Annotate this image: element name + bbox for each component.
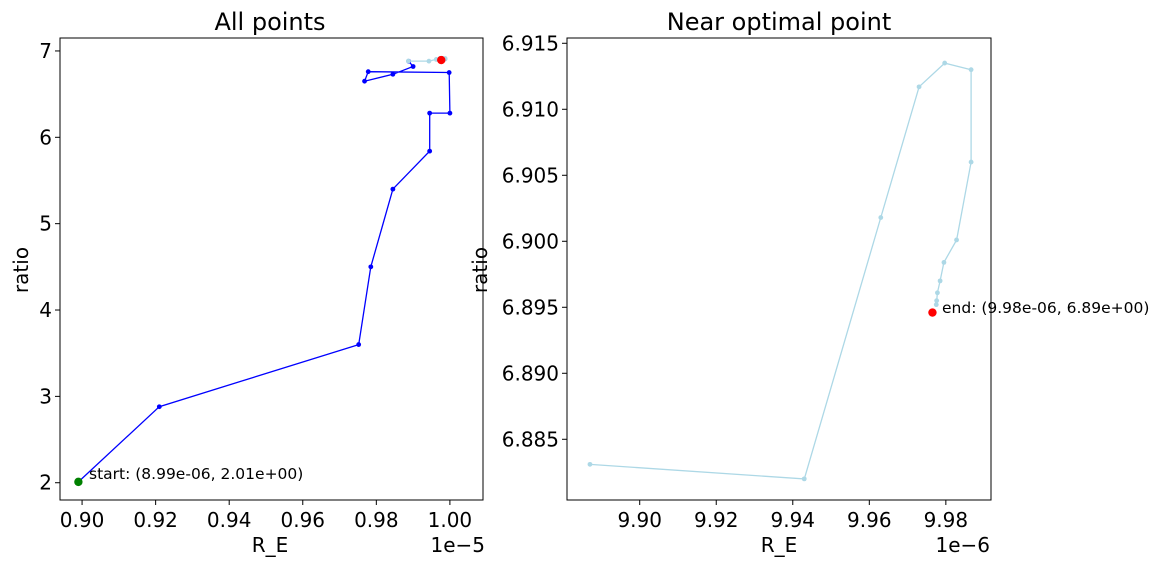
left-y-axis-label: ratio (9, 247, 33, 293)
left-series-0-point (156, 404, 162, 410)
left-chart-title: All points (214, 8, 325, 36)
left-series-0-point (390, 71, 396, 77)
right-y-tick-label: 6.915 (502, 31, 559, 55)
right-x-tick-label: 9.96 (847, 508, 892, 532)
left-series-0-point (427, 110, 433, 116)
right-y-tick-label: 6.905 (502, 163, 559, 187)
right-series-0-point (968, 159, 974, 165)
left-series-0-point (390, 186, 396, 192)
left-x-tick-label: 0.98 (354, 508, 399, 532)
left-x-offset-label: 1e−5 (430, 533, 485, 557)
left-chart: All points 0.90 0.92 0.94 0.96 0.98 1.00 2 3 4 5 6… (9, 8, 485, 557)
left-start-marker (74, 477, 83, 487)
right-series-0-point (942, 60, 948, 66)
left-series-0-point (446, 70, 452, 75)
left-series-0-point (362, 78, 367, 84)
right-series-0-point (587, 461, 593, 467)
right-plot-area: 9.90 9.92 9.94 9.96 9.98 6.885 6.890 6.895 6.900… (502, 31, 974, 532)
right-axes-frame (566, 37, 992, 501)
right-chart: Near optimal point 9.90 9.92 9.94 9.96 9.98 6… (468, 8, 1149, 557)
left-y-tick-label: 7 (39, 39, 52, 63)
right-x-tick-label: 9.98 (924, 508, 969, 532)
left-x-tick-label: 0.92 (133, 508, 178, 532)
right-x-tick-label: 9.90 (617, 508, 662, 532)
right-series-0-point (968, 67, 974, 73)
right-series-0-point (933, 302, 939, 308)
right-series-0-point (935, 290, 940, 296)
left-series-1-point (426, 58, 432, 64)
left-series-0-point (356, 342, 362, 347)
left-x-tick-label: 0.90 (60, 508, 105, 532)
left-x-axis-label: R_E (252, 533, 289, 557)
left-y-tick-label: 3 (39, 384, 52, 408)
right-series-0-point (801, 476, 807, 482)
right-series-0-point (937, 278, 943, 284)
right-series-0-point (941, 260, 947, 265)
left-y-tick-label: 5 (39, 212, 52, 236)
right-series-0-point (878, 215, 884, 220)
left-y-tick-label: 4 (39, 298, 52, 322)
left-series-0-point (447, 110, 453, 116)
right-series-0-line (589, 62, 972, 480)
right-x-axis-label: R_E (761, 533, 798, 557)
right-x-offset-label: 1e−6 (935, 533, 990, 557)
right-series-0-point (954, 237, 959, 243)
right-end-marker (928, 308, 937, 317)
right-y-tick-label: 6.910 (502, 97, 559, 121)
left-x-tick-label: 1.00 (428, 508, 473, 532)
right-series-0-point (916, 84, 922, 90)
left-series-1-point (405, 58, 411, 64)
right-x-tick-label: 9.92 (694, 508, 739, 532)
left-series-0-point (365, 69, 371, 75)
left-series-0-point (368, 264, 374, 270)
left-series-0-point (427, 148, 433, 154)
right-x-tick-label: 9.94 (771, 508, 816, 532)
end-annotation: end: (9.98e-06, 6.89e+00) (942, 299, 1149, 317)
right-y-tick-label: 6.895 (502, 295, 559, 319)
left-end-marker (437, 55, 446, 65)
left-series-0-point (410, 64, 416, 69)
left-x-tick-label: 0.94 (207, 508, 252, 532)
right-chart-title: Near optimal point (667, 8, 892, 36)
start-annotation: start: (8.99e-06, 2.01e+00) (89, 465, 303, 483)
right-y-tick-label: 6.890 (502, 361, 559, 385)
right-y-axis-label: ratio (468, 247, 492, 293)
left-x-tick-label: 0.96 (280, 508, 325, 532)
left-axes-frame (59, 37, 484, 501)
right-series-0-point (934, 298, 940, 304)
left-series-0-line (77, 60, 451, 483)
left-y-tick-label: 6 (39, 125, 52, 149)
right-y-tick-label: 6.900 (502, 229, 559, 253)
left-y-tick-label: 2 (39, 471, 52, 495)
right-y-tick-label: 6.885 (502, 427, 559, 451)
left-plot-area: 0.90 0.92 0.94 0.96 0.98 1.00 2 3 4 5 6 7 (39, 39, 472, 532)
